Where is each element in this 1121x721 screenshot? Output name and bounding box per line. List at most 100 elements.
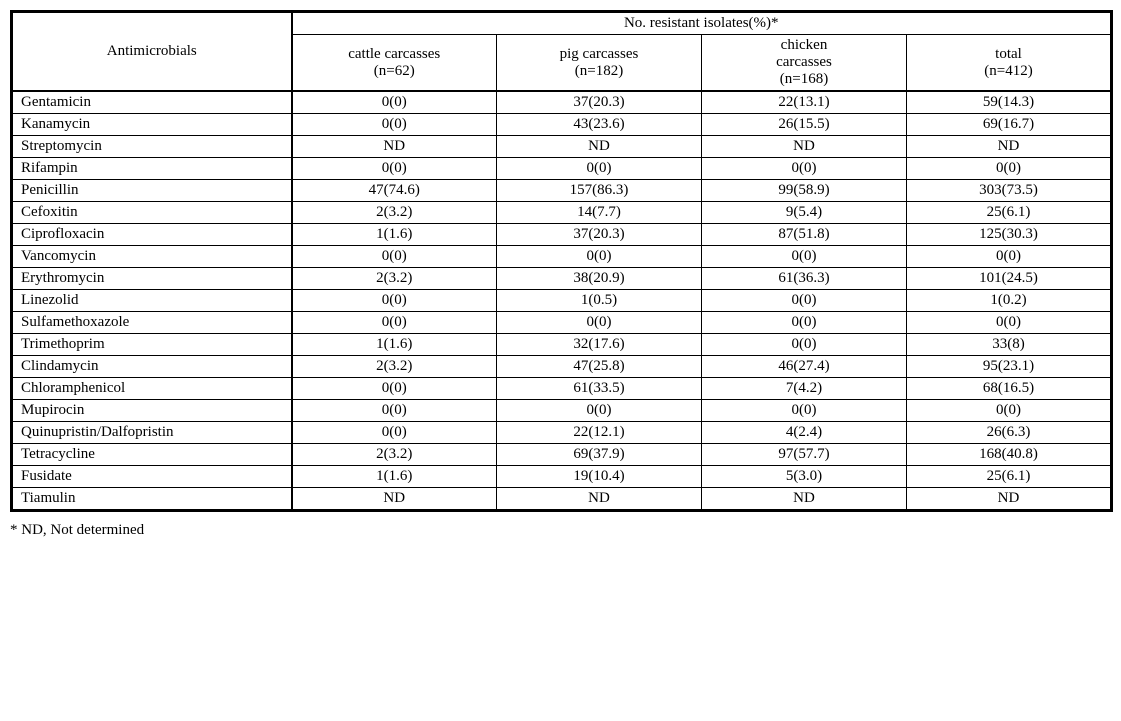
- row-value: 2(3.2): [292, 444, 497, 466]
- row-value: 43(23.6): [497, 114, 702, 136]
- row-value: ND: [292, 136, 497, 158]
- header-col-chicken: chicken carcasses (n=168): [702, 35, 907, 92]
- row-name: Tetracycline: [12, 444, 292, 466]
- footnote: * ND, Not determined: [10, 522, 1111, 539]
- row-name: Erythromycin: [12, 268, 292, 290]
- row-value: 2(3.2): [292, 356, 497, 378]
- header-group-title: No. resistant isolates(%)*: [292, 12, 1112, 35]
- row-name: Quinupristin/Dalfopristin: [12, 422, 292, 444]
- row-value: ND: [702, 488, 907, 511]
- row-value: 0(0): [292, 246, 497, 268]
- table-row: Kanamycin0(0)43(23.6)26(15.5)69(16.7): [12, 114, 1112, 136]
- table-row: Linezolid0(0)1(0.5)0(0)1(0.2): [12, 290, 1112, 312]
- table-row: Ciprofloxacin1(1.6)37(20.3)87(51.8)125(3…: [12, 224, 1112, 246]
- table-row: TiamulinNDNDNDND: [12, 488, 1112, 511]
- row-value: 69(16.7): [907, 114, 1112, 136]
- row-value: 9(5.4): [702, 202, 907, 224]
- row-value: 157(86.3): [497, 180, 702, 202]
- row-value: 61(33.5): [497, 378, 702, 400]
- row-value: 0(0): [497, 400, 702, 422]
- row-value: 0(0): [702, 334, 907, 356]
- row-value: 0(0): [907, 400, 1112, 422]
- row-value: 0(0): [702, 290, 907, 312]
- table-row: Clindamycin2(3.2)47(25.8)46(27.4)95(23.1…: [12, 356, 1112, 378]
- row-value: ND: [702, 136, 907, 158]
- table-row: Tetracycline2(3.2)69(37.9)97(57.7)168(40…: [12, 444, 1112, 466]
- row-value: 26(15.5): [702, 114, 907, 136]
- row-value: 1(1.6): [292, 334, 497, 356]
- row-value: 0(0): [702, 400, 907, 422]
- row-value: 303(73.5): [907, 180, 1112, 202]
- row-value: 101(24.5): [907, 268, 1112, 290]
- header-col-pig-l1: pig carcasses: [560, 46, 639, 62]
- row-value: 0(0): [907, 246, 1112, 268]
- row-value: 25(6.1): [907, 466, 1112, 488]
- row-name: Tiamulin: [12, 488, 292, 511]
- header-col-chicken-l2: carcasses: [776, 54, 832, 70]
- row-value: 2(3.2): [292, 268, 497, 290]
- row-value: 0(0): [292, 400, 497, 422]
- row-value: 69(37.9): [497, 444, 702, 466]
- table-body: Gentamicin0(0)37(20.3)22(13.1)59(14.3)Ka…: [12, 91, 1112, 511]
- row-value: 97(57.7): [702, 444, 907, 466]
- row-name: Kanamycin: [12, 114, 292, 136]
- row-name: Ciprofloxacin: [12, 224, 292, 246]
- row-value: 61(36.3): [702, 268, 907, 290]
- row-value: 0(0): [292, 91, 497, 114]
- row-value: 14(7.7): [497, 202, 702, 224]
- header-col-cattle: cattle carcasses (n=62): [292, 35, 497, 92]
- header-col-total-l2: (n=412): [984, 63, 1032, 79]
- row-value: ND: [497, 488, 702, 511]
- table-row: Vancomycin0(0)0(0)0(0)0(0): [12, 246, 1112, 268]
- row-value: 26(6.3): [907, 422, 1112, 444]
- table-row: Chloramphenicol0(0)61(33.5)7(4.2)68(16.5…: [12, 378, 1112, 400]
- header-antimicrobials: Antimicrobials: [12, 12, 292, 92]
- row-value: 46(27.4): [702, 356, 907, 378]
- row-value: 99(58.9): [702, 180, 907, 202]
- row-value: 1(0.5): [497, 290, 702, 312]
- row-value: 95(23.1): [907, 356, 1112, 378]
- row-value: 0(0): [497, 158, 702, 180]
- table-header: Antimicrobials No. resistant isolates(%)…: [12, 12, 1112, 92]
- header-col-total-l1: total: [995, 46, 1022, 62]
- resistance-table: Antimicrobials No. resistant isolates(%)…: [10, 10, 1113, 512]
- table-row: Cefoxitin2(3.2)14(7.7)9(5.4)25(6.1): [12, 202, 1112, 224]
- table-row: Fusidate1(1.6)19(10.4)5(3.0)25(6.1): [12, 466, 1112, 488]
- row-value: 32(17.6): [497, 334, 702, 356]
- header-col-pig-l2: (n=182): [575, 63, 623, 79]
- row-value: 68(16.5): [907, 378, 1112, 400]
- row-value: 1(0.2): [907, 290, 1112, 312]
- row-value: 0(0): [907, 312, 1112, 334]
- row-value: 0(0): [292, 114, 497, 136]
- row-value: 5(3.0): [702, 466, 907, 488]
- table-row: Trimethoprim1(1.6)32(17.6)0(0)33(8): [12, 334, 1112, 356]
- row-value: 0(0): [702, 312, 907, 334]
- row-value: 0(0): [907, 158, 1112, 180]
- row-name: Sulfamethoxazole: [12, 312, 292, 334]
- row-value: 4(2.4): [702, 422, 907, 444]
- row-value: 0(0): [292, 422, 497, 444]
- row-name: Mupirocin: [12, 400, 292, 422]
- row-value: 19(10.4): [497, 466, 702, 488]
- row-name: Gentamicin: [12, 91, 292, 114]
- row-name: Chloramphenicol: [12, 378, 292, 400]
- row-name: Penicillin: [12, 180, 292, 202]
- row-value: 37(20.3): [497, 91, 702, 114]
- row-name: Cefoxitin: [12, 202, 292, 224]
- row-value: 0(0): [497, 246, 702, 268]
- row-value: 59(14.3): [907, 91, 1112, 114]
- row-value: 0(0): [702, 246, 907, 268]
- row-value: ND: [907, 488, 1112, 511]
- row-value: 87(51.8): [702, 224, 907, 246]
- row-name: Streptomycin: [12, 136, 292, 158]
- row-name: Trimethoprim: [12, 334, 292, 356]
- row-value: 22(13.1): [702, 91, 907, 114]
- row-value: 1(1.6): [292, 466, 497, 488]
- header-col-chicken-l3: (n=168): [780, 71, 828, 87]
- table-row: Rifampin0(0)0(0)0(0)0(0): [12, 158, 1112, 180]
- table-row: Mupirocin0(0)0(0)0(0)0(0): [12, 400, 1112, 422]
- row-value: 7(4.2): [702, 378, 907, 400]
- row-value: 0(0): [497, 312, 702, 334]
- header-col-pig: pig carcasses (n=182): [497, 35, 702, 92]
- row-value: 33(8): [907, 334, 1112, 356]
